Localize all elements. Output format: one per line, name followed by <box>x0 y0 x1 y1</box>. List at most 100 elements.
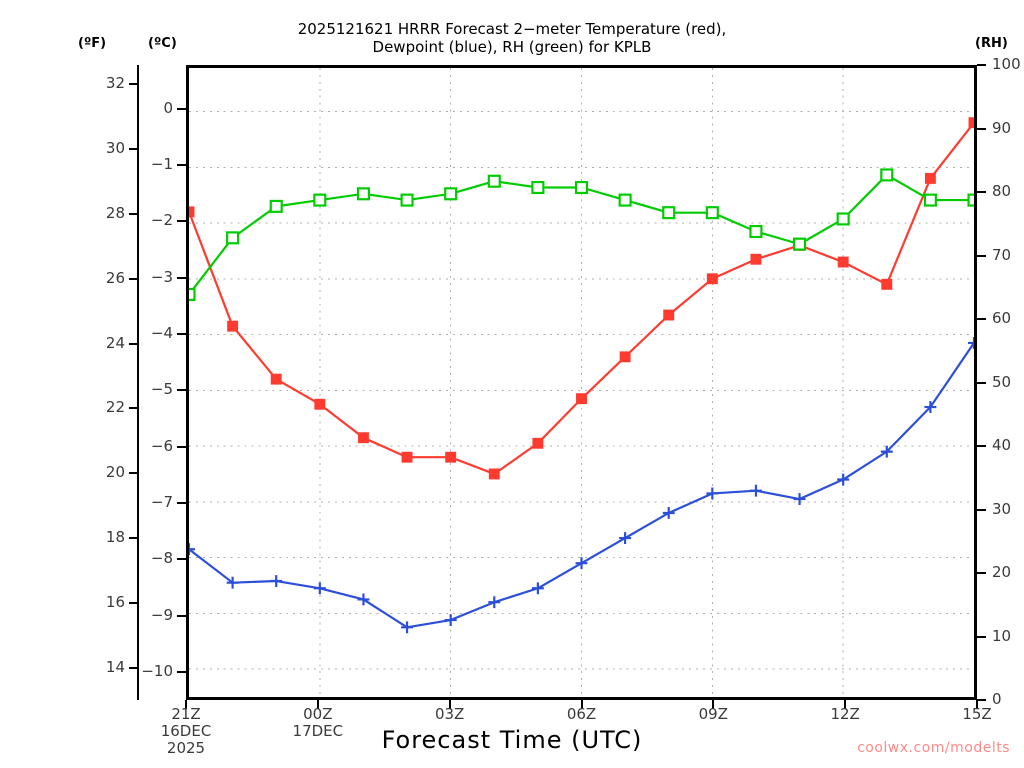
data-point <box>706 487 719 500</box>
data-point <box>750 253 762 265</box>
celsius-tick-label: −3 <box>150 267 173 286</box>
celsius-tick <box>177 670 186 673</box>
fahrenheit-axis-header: (ºF) <box>78 36 107 51</box>
rh-tick-label: 40 <box>992 436 1012 454</box>
data-point <box>401 621 414 634</box>
data-point <box>662 206 676 220</box>
fahrenheit-tick-label: 16 <box>105 592 125 611</box>
fahrenheit-tick-label: 26 <box>105 268 125 287</box>
rh-tick-label: 30 <box>992 499 1012 518</box>
x-axis-tick <box>580 700 583 709</box>
celsius-tick <box>177 389 186 392</box>
data-point <box>189 206 195 218</box>
data-point <box>531 180 545 195</box>
data-point <box>400 193 414 207</box>
data-point <box>226 576 239 589</box>
rh-tick <box>977 699 986 701</box>
celsius-tick <box>177 614 186 617</box>
data-point <box>619 532 632 545</box>
data-point <box>706 273 718 285</box>
x-axis-tick <box>448 700 451 709</box>
plot-canvas <box>189 68 974 697</box>
data-point <box>968 117 974 129</box>
fahrenheit-tick-label: 28 <box>105 204 125 223</box>
fahrenheit-tick-label: 20 <box>105 463 125 482</box>
data-point <box>574 180 589 195</box>
series-temperature <box>189 117 974 480</box>
fahrenheit-tick-label: 22 <box>105 398 125 417</box>
rh-tick <box>977 191 986 193</box>
fahrenheit-tick <box>129 472 137 475</box>
data-point <box>924 172 936 184</box>
rh-tick <box>977 127 986 130</box>
data-point <box>924 401 937 413</box>
rh-tick-label: 10 <box>992 626 1012 645</box>
fahrenheit-tick-label: 24 <box>105 333 125 352</box>
celsius-tick-label: −4 <box>150 324 173 343</box>
rh-tick-label: 60 <box>992 309 1012 327</box>
data-point <box>227 320 239 332</box>
rh-tick <box>977 572 986 574</box>
rh-tick <box>977 508 986 511</box>
data-point <box>357 593 370 606</box>
fahrenheit-tick-label: 30 <box>105 139 125 158</box>
celsius-tick-label: −5 <box>150 380 173 399</box>
data-point <box>226 231 240 245</box>
fahrenheit-tick-label: 32 <box>105 74 125 93</box>
data-point <box>880 168 894 182</box>
data-point <box>401 451 413 463</box>
celsius-tick <box>177 276 186 279</box>
data-point <box>793 237 807 251</box>
x-axis-tick-label: 12Z <box>830 705 860 723</box>
celsius-tick <box>177 220 186 223</box>
celsius-tick <box>177 164 186 167</box>
rh-tick <box>977 318 986 320</box>
rh-tick <box>977 445 986 447</box>
data-point <box>189 287 196 301</box>
data-point <box>189 543 195 556</box>
fahrenheit-tick <box>129 407 137 410</box>
rh-tick <box>977 381 986 384</box>
data-point <box>881 278 893 290</box>
data-point <box>619 351 631 363</box>
x-axis-tick-label: 21Z 16DEC 2025 <box>160 705 212 757</box>
celsius-tick-label: −10 <box>141 661 173 680</box>
rh-tick-label: 70 <box>992 245 1012 264</box>
data-point <box>314 398 326 410</box>
fahrenheit-tick <box>129 213 137 216</box>
x-axis-title: Forecast Time (UTC) <box>381 726 643 754</box>
celsius-axis-header: (ºC) <box>148 36 177 51</box>
data-point <box>837 473 850 486</box>
x-axis-tick <box>185 700 187 709</box>
x-axis-tick-label: 09Z <box>698 705 729 723</box>
data-point <box>618 193 632 207</box>
data-point <box>270 373 282 385</box>
celsius-tick <box>177 501 186 504</box>
series-rh <box>189 168 974 301</box>
data-point <box>531 582 544 595</box>
data-point <box>269 199 283 213</box>
data-point <box>313 582 326 595</box>
x-axis-tick <box>976 700 978 709</box>
data-point <box>749 225 763 239</box>
x-axis-tick <box>712 700 715 709</box>
x-axis-tick-label: 15Z <box>962 705 992 723</box>
chart-title-line-1: 2025121621 HRRR Forecast 2−meter Tempera… <box>297 20 727 38</box>
rh-tick <box>977 254 986 257</box>
rh-tick-label: 50 <box>992 372 1012 391</box>
fahrenheit-tick <box>129 537 137 539</box>
data-point <box>705 206 719 220</box>
celsius-tick <box>177 558 186 561</box>
x-axis-tick <box>316 700 319 709</box>
celsius-tick-label: 0 <box>163 98 173 117</box>
data-point <box>880 445 893 458</box>
series-dewpoint <box>189 336 974 634</box>
data-point <box>313 193 327 207</box>
rh-tick-label: 0 <box>992 690 1002 708</box>
data-point <box>444 614 457 626</box>
x-axis-tick-label: 00Z 17DEC <box>292 705 344 740</box>
data-point <box>445 451 457 463</box>
rh-tick <box>977 635 986 638</box>
watermark: coolwx.com/modelts <box>857 740 1010 756</box>
